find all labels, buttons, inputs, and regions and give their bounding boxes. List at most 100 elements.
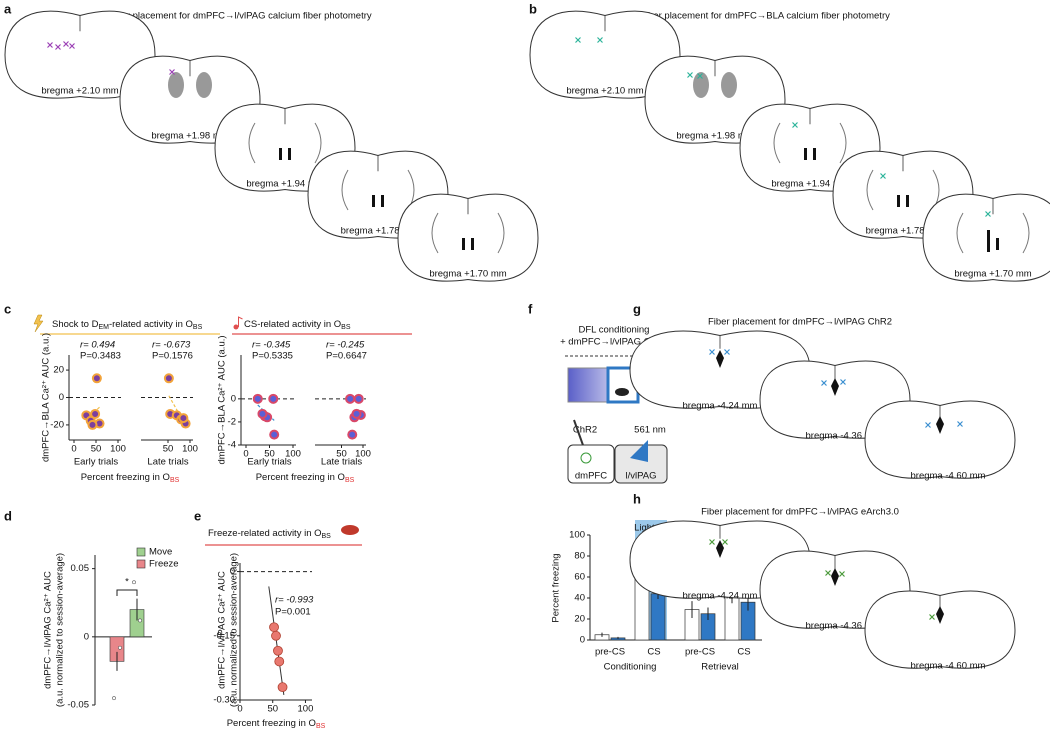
region: [614, 444, 668, 484]
section-label: bregma +2.10 mm: [566, 86, 643, 97]
light-cone: [630, 440, 648, 462]
section-label: bregma +1.70 mm: [954, 269, 1031, 280]
group-label: Conditioning: [604, 662, 657, 673]
ventricle: [813, 148, 816, 160]
text-part: CS-related activity in O: [244, 319, 341, 330]
ventricle: [279, 148, 282, 160]
fiber-tip: [957, 421, 963, 427]
subpanel-title: CS-related activity in OBS: [244, 319, 351, 332]
data-point: [132, 580, 136, 585]
fiber-tip: [597, 37, 603, 43]
data-point: [269, 429, 280, 440]
tone-icon: [238, 316, 243, 327]
fiber-tip: [929, 614, 935, 620]
x-tick-label: 0: [237, 704, 242, 715]
ventricle: [721, 72, 737, 98]
data-point: [87, 419, 98, 430]
shock-icon: [33, 314, 44, 333]
brain-section: [922, 193, 1050, 282]
panel-label: d: [4, 508, 12, 523]
mouse-icon: [341, 525, 359, 535]
fiber-tip: [709, 539, 715, 545]
panel-title: Fiber placement for dmPFC→l/vlPAG ChR2: [708, 317, 892, 328]
section-label: bregma +1.94 mm: [246, 179, 323, 190]
ventricle: [693, 72, 709, 98]
y-tick-label: -0.05: [67, 700, 89, 711]
text-part: Percent freezing in O: [81, 472, 170, 483]
white-matter: [248, 122, 322, 164]
data-point: [269, 622, 279, 633]
text-part: EM: [98, 324, 109, 331]
data-point: [257, 408, 268, 419]
y-axis-label: dmPFC→BLA Ca²⁺ AUC (a.u.): [217, 335, 228, 464]
y-axis-label: dmPFC→BLA Ca²⁺ AUC (a.u.): [41, 333, 52, 462]
y-tick-label: -2: [228, 416, 236, 427]
panel-label: a: [4, 1, 12, 16]
text-part: BS: [316, 723, 326, 730]
section-label: bregma -4.36 mm: [806, 431, 881, 442]
x-tick-label: 100: [182, 444, 198, 455]
data-point: [274, 656, 285, 667]
stat-p: P=0.3483: [80, 351, 121, 362]
x-tick-label: 0: [243, 449, 248, 460]
significance: *: [125, 577, 129, 588]
ventricle: [897, 195, 900, 207]
fit-line: [85, 406, 100, 420]
text-part: Percent freezing in O: [227, 718, 316, 729]
fiber-tip: [840, 379, 846, 385]
fiber-tip: [63, 41, 69, 47]
data-point: [178, 413, 189, 424]
virus-label: ChR2: [573, 425, 597, 436]
ventricle: [462, 238, 465, 250]
ventricle: [381, 195, 384, 207]
section-label: bregma -4.60 mm: [911, 471, 986, 482]
data-point: [351, 408, 362, 419]
region-label: l/vlPAG: [626, 471, 657, 482]
neuron: [580, 452, 592, 464]
y-tick-label: 100: [569, 530, 585, 541]
section-label: bregma +1.94 mm: [771, 179, 848, 190]
stat-p: P=0.5335: [252, 351, 293, 362]
group-label: Early trials: [247, 457, 292, 468]
brain-section: [397, 193, 539, 282]
section-label: bregma +1.98 mm: [151, 131, 228, 142]
ventricle: [804, 148, 807, 160]
fiber-tip: [925, 422, 931, 428]
text-part: BS: [170, 477, 180, 484]
x-tick-label: 100: [285, 449, 301, 460]
x-tick-label: pre-CS: [685, 647, 715, 658]
brain-section: [864, 590, 1016, 669]
section-label: bregma +1.98 mm: [676, 131, 753, 142]
ventricle: [996, 238, 999, 250]
stat-r: r= -0.345: [252, 340, 291, 351]
x-tick-label: CS: [737, 647, 750, 658]
fiber-tip: [825, 570, 831, 576]
y-tick-label: 0: [580, 635, 585, 646]
x-tick-label: 50: [336, 449, 347, 460]
x-tick-label: 100: [298, 704, 314, 715]
fit-line: [268, 586, 285, 696]
y-axis-label-shared: dmPFC→l/vlPAG Ca²⁺ AUC: [217, 571, 228, 689]
fiber-tip: [575, 37, 581, 43]
y-tick-label: 40: [574, 593, 585, 604]
x-axis-label: Percent freezing in OBS: [256, 472, 355, 485]
y-axis-label: dmPFC→l/vlPAG Ca²⁺ AUC: [43, 571, 54, 689]
ventricle: [168, 72, 184, 98]
y-tick-label: 0.05: [71, 563, 90, 574]
x-tick-label: 100: [355, 449, 371, 460]
sig-bracket: [116, 589, 138, 596]
y-tick-label: 20: [574, 614, 585, 625]
data-point: [112, 696, 116, 701]
section-label: bregma -4.60 mm: [911, 661, 986, 672]
fiber-tip: [47, 42, 53, 48]
ventricle: [906, 195, 909, 207]
data-point: [347, 429, 358, 440]
data-point: [271, 630, 281, 641]
y-tick-label: 0: [231, 393, 236, 404]
panel-title: Fiber placement for dmPFC→l/vlPAG calciu…: [108, 11, 372, 22]
y-tick-label: 60: [574, 572, 585, 583]
region-label: dmPFC: [575, 471, 607, 482]
syringe: [573, 419, 585, 449]
panel-title: Fiber placement for dmPFC→l/vlPAG eArch3…: [701, 507, 899, 518]
